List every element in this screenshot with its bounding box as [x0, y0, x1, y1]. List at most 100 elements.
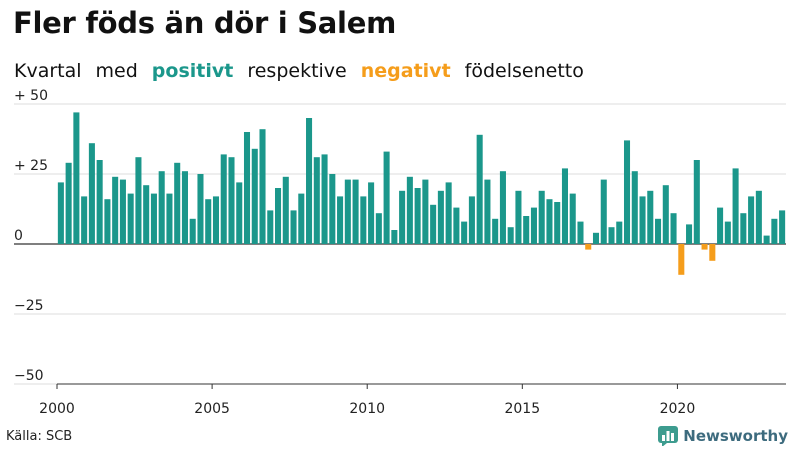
bar-positive: [228, 157, 235, 244]
bar-positive: [631, 171, 638, 244]
x-tick-label: 2010: [349, 401, 385, 417]
bar-positive: [577, 221, 584, 244]
bar-positive: [251, 148, 258, 244]
bar-positive: [507, 227, 514, 244]
source-note: Källa: SCB: [6, 429, 73, 444]
bar-positive: [399, 190, 406, 244]
bar-positive: [189, 218, 196, 244]
bar-positive: [205, 199, 212, 244]
bar-positive: [329, 174, 336, 244]
bar-positive: [360, 196, 367, 244]
bar-positive: [243, 132, 251, 244]
bar-positive: [127, 193, 134, 244]
chart-subtitle: Kvartal med positivt respektive negativt föde…: [14, 60, 598, 82]
bar-positive: [344, 179, 351, 244]
bar-positive: [561, 168, 568, 244]
subtitle-word: respektive: [247, 60, 347, 82]
bar-positive: [763, 235, 770, 244]
y-tick-label: + 50: [14, 88, 48, 104]
bar-positive: [267, 210, 274, 244]
bar-negative: [678, 244, 685, 275]
bar-negative: [585, 244, 592, 250]
bar-positive: [523, 216, 530, 244]
bar-positive: [73, 112, 80, 245]
bar-positive: [220, 154, 227, 244]
brand-name: Newsworthy: [683, 427, 788, 445]
bar-positive: [662, 185, 669, 244]
bar-positive: [236, 182, 243, 244]
y-tick-label: + 25: [14, 158, 48, 174]
x-tick-label: 2020: [660, 401, 696, 417]
bar-positive: [430, 204, 437, 244]
bar-positive: [717, 207, 724, 244]
bar-positive: [96, 160, 103, 244]
bar-positive: [515, 190, 522, 244]
subtitle-word: Kvartal: [14, 60, 82, 82]
bar-positive: [569, 193, 576, 244]
y-tick-label: −25: [14, 298, 44, 314]
bar-positive: [740, 213, 747, 244]
bar-positive: [608, 227, 615, 244]
y-tick-label: 0: [14, 228, 23, 244]
bar-positive: [748, 196, 755, 244]
x-tick-label: 2005: [194, 401, 230, 417]
bar-positive: [197, 174, 204, 244]
bar-positive: [368, 182, 375, 244]
bar-positive: [492, 218, 499, 244]
chart-title: Fler föds än dör i Salem: [13, 6, 396, 40]
bar-positive: [112, 176, 119, 244]
bar-positive: [445, 182, 452, 244]
bar-positive: [143, 185, 150, 244]
bar-positive: [724, 221, 731, 244]
bar-positive: [437, 190, 444, 244]
x-tick-label: 2000: [39, 401, 75, 417]
bar-positive: [546, 199, 553, 244]
subtitle-word: med: [95, 60, 138, 82]
bar-positive: [554, 202, 561, 244]
bar-positive: [88, 143, 95, 244]
bar-positive: [81, 196, 88, 244]
bar-positive: [484, 179, 491, 244]
bar-positive: [655, 218, 662, 244]
bar-positive: [212, 196, 220, 244]
bar-positive: [414, 188, 421, 244]
bar-positive: [135, 157, 142, 244]
bar-positive: [600, 179, 607, 244]
bar-positive: [321, 154, 328, 244]
bar-positive: [732, 168, 739, 244]
bar-positive: [391, 230, 398, 244]
bar-positive: [623, 140, 631, 244]
bar-positive: [298, 193, 305, 244]
bar-positive: [499, 171, 506, 244]
bar-positive: [383, 151, 390, 244]
bar-negative: [701, 244, 708, 250]
bar-positive: [771, 218, 778, 244]
bar-positive: [468, 196, 475, 244]
bar-positive: [406, 176, 413, 244]
bar-positive: [422, 179, 429, 244]
bar-positive: [453, 207, 460, 244]
bar-positive: [616, 221, 623, 244]
bar-positive: [275, 188, 282, 244]
y-axis-labels: + 50 + 25 0 −25 −50: [14, 88, 48, 384]
bar-positive: [337, 196, 344, 244]
bar-positive: [538, 190, 545, 244]
subtitle-negative-label: negativt: [360, 60, 451, 82]
x-tick-label: 2015: [504, 401, 540, 417]
bar-positive: [104, 199, 111, 244]
brand-logo[interactable]: Newsworthy: [658, 426, 788, 446]
subtitle-word: födelsenetto: [464, 60, 584, 82]
bar-positive: [670, 213, 677, 244]
bar-positive: [174, 162, 181, 244]
bar-positive: [158, 171, 165, 244]
bar-positive: [592, 232, 600, 244]
bar-positive: [693, 160, 700, 244]
y-tick-label: −50: [14, 368, 44, 384]
bars: [57, 112, 786, 275]
bar-positive: [306, 118, 313, 244]
bar-positive: [150, 193, 157, 244]
bar-positive: [647, 190, 654, 244]
bar-positive: [686, 224, 693, 244]
bar-positive: [476, 134, 483, 244]
bar-positive: [259, 129, 266, 244]
